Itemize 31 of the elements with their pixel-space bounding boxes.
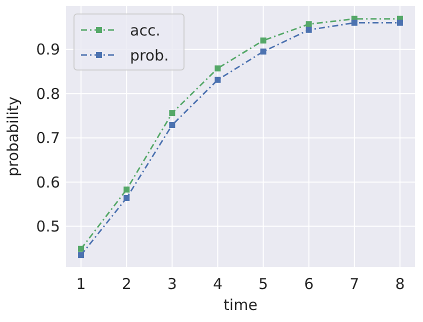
x-tick-label: 6 [304, 275, 314, 293]
x-tick-label: 3 [167, 275, 177, 293]
point [214, 76, 221, 83]
y-tick-label: 0.6 [36, 173, 60, 192]
point [169, 122, 176, 128]
x-tick-label: 8 [395, 275, 405, 293]
point [124, 194, 130, 201]
point [306, 26, 312, 33]
x-tick-label: 5 [258, 275, 268, 293]
point [260, 38, 266, 44]
x-tick-label: 1 [76, 275, 86, 293]
point [78, 246, 84, 252]
point [169, 110, 176, 116]
y-tick-label: 0.7 [36, 129, 60, 148]
point [306, 21, 312, 28]
point [214, 65, 221, 72]
x-tick-label: 7 [350, 275, 360, 293]
x-axis-title: time [224, 296, 258, 314]
x-tick-label: 2 [122, 275, 132, 293]
legend-label: acc. [130, 21, 160, 40]
y-tick-label: 0.8 [36, 84, 60, 103]
point [78, 252, 84, 258]
y-tick-label: 0.5 [36, 218, 60, 236]
point [351, 20, 358, 26]
x-tick-label: 4 [212, 275, 222, 293]
point [124, 186, 130, 193]
point [260, 48, 266, 55]
y-axis-title: probability [4, 96, 22, 177]
point [396, 20, 403, 26]
y-tick-label: 0.9 [36, 40, 60, 59]
legend-label: prob. [130, 46, 169, 64]
